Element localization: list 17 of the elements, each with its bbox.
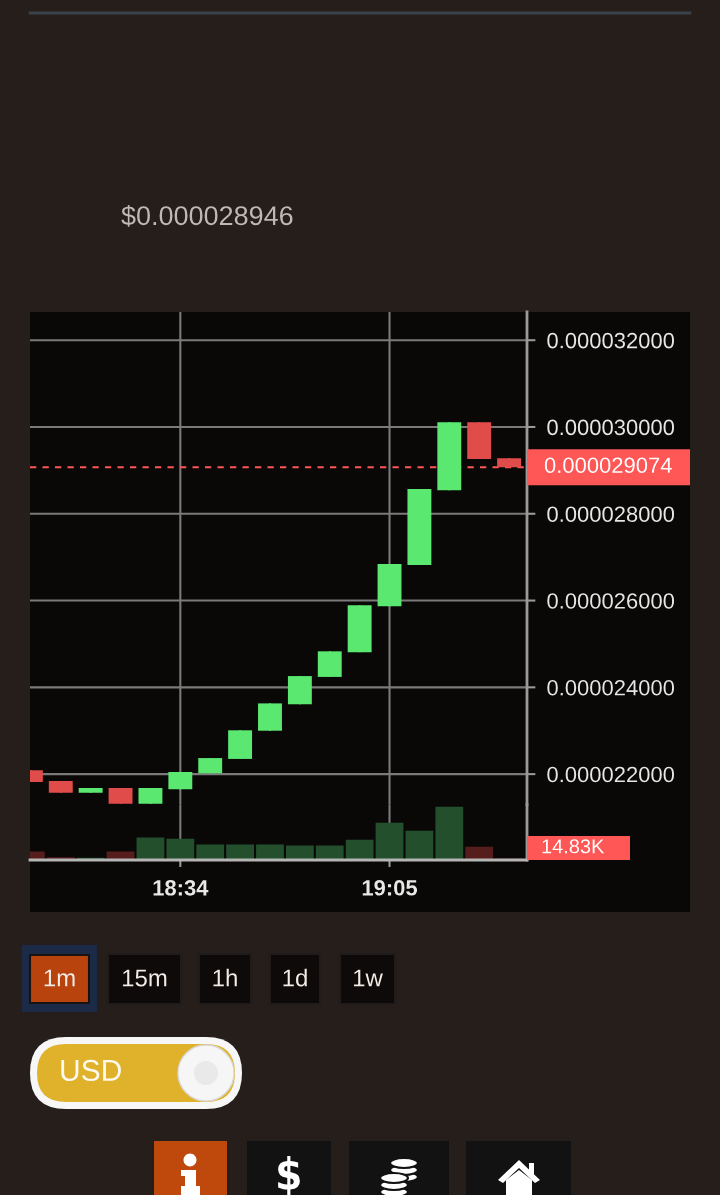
y-tick-label: 0.000030000	[547, 419, 675, 436]
text: 15m	[122, 969, 167, 987]
text: 1d	[283, 968, 307, 987]
text: USD	[61, 1059, 121, 1082]
ref-line-label: 0.000029074	[544, 457, 672, 474]
y-tick-label: 0.000028000	[547, 506, 675, 522]
text: 1w	[353, 969, 383, 987]
y-tick-label: 0.000026000	[547, 593, 675, 609]
x-tick-label: 18:34	[153, 880, 209, 896]
x-tick-label: 19:05	[362, 880, 418, 896]
text: 14.83K	[542, 839, 605, 854]
y-tick-label: 0.000024000	[547, 679, 675, 696]
text: 1h	[213, 968, 237, 987]
y-tick-label: 0.000022000	[547, 766, 675, 783]
y-tick-label: 0.000032000	[547, 332, 675, 349]
chart-subtitle: $0.000028946	[121, 204, 293, 227]
text: 1m	[44, 969, 75, 987]
